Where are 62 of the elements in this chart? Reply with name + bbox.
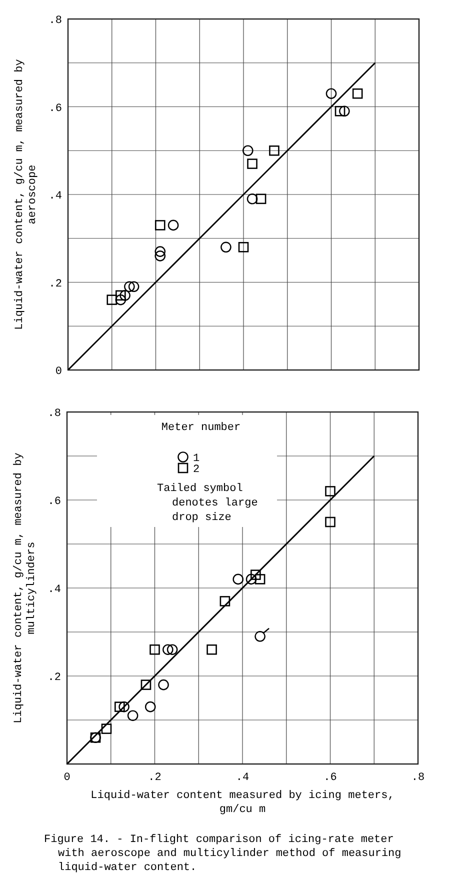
- point: [168, 220, 179, 231]
- point: [220, 596, 230, 606]
- point: [101, 724, 112, 734]
- point: [242, 145, 254, 156]
- point: [166, 644, 178, 655]
- point: [269, 145, 280, 156]
- x-tick-label: .4: [236, 772, 250, 784]
- y-axis-title: Liquid-water content, g/cu m, measured by multicylinders: [13, 452, 38, 724]
- legend-title: Meter number: [161, 422, 241, 434]
- point: [246, 574, 257, 585]
- point: [154, 250, 166, 262]
- point: [232, 574, 244, 585]
- point: [326, 88, 337, 99]
- annotation: Tailed symbol denotes large drop size: [157, 483, 258, 524]
- point: [352, 88, 363, 99]
- point: [162, 644, 174, 655]
- point: [154, 246, 166, 257]
- point: [150, 644, 160, 655]
- point: [325, 516, 336, 528]
- y-tick-label: .6: [48, 102, 62, 115]
- point: [115, 294, 126, 306]
- point: [220, 242, 232, 253]
- point: [256, 194, 266, 204]
- point: [106, 294, 118, 305]
- x-axis-title: Liquid-water content measured by icing meters, gm/cu m: [90, 790, 394, 816]
- point: [154, 220, 166, 230]
- point: [120, 290, 130, 301]
- x-tick-label: .6: [324, 772, 337, 784]
- point: [246, 193, 258, 204]
- point: [247, 158, 258, 169]
- point: [144, 701, 156, 712]
- y-tick-label: .8: [48, 15, 62, 27]
- point: [206, 644, 217, 655]
- y-tick-label: .2: [48, 278, 62, 290]
- point: [238, 242, 249, 252]
- point: [334, 106, 346, 116]
- legend-label: 1: [193, 453, 200, 465]
- point: [325, 486, 336, 496]
- y-tick-label: .6: [48, 496, 61, 508]
- point: [114, 702, 125, 712]
- x-tick-label: .2: [148, 772, 162, 784]
- point: [116, 290, 126, 301]
- point: [254, 631, 266, 642]
- y-tick-label: 0: [55, 366, 62, 378]
- point: [254, 574, 266, 584]
- y-tick-label: .4: [48, 584, 62, 596]
- point: [127, 710, 138, 721]
- legend-label: 2: [193, 464, 200, 476]
- point: [140, 680, 152, 690]
- y-tick-label: .4: [48, 190, 62, 202]
- point: [158, 679, 169, 690]
- point: [250, 570, 261, 580]
- y-axis-title: Liquid-water content, g/cu m, measured by aeroscope: [14, 58, 39, 330]
- caption: Figure 14. - In-flight comparison of icing-rate meter with aeroscope and multicylinder method of measuring liquid-water content.: [44, 834, 402, 874]
- y-tick-label: .8: [48, 408, 61, 420]
- x-tick-label: 0: [64, 772, 70, 784]
- point: [124, 281, 135, 292]
- point: [339, 106, 350, 117]
- x-tick-label: .8: [411, 772, 425, 784]
- point: [128, 281, 140, 292]
- y-tick-label: .2: [48, 672, 61, 684]
- point: [118, 701, 130, 712]
